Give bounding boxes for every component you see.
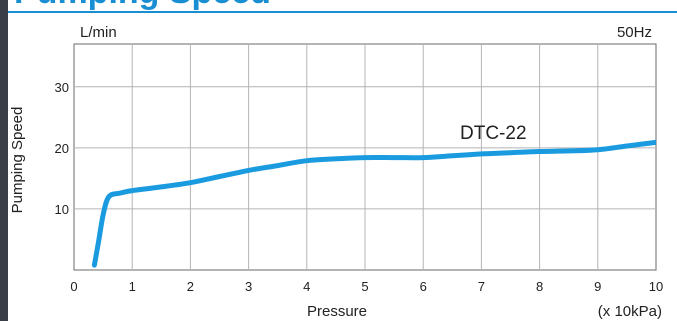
x-tick-label: 5 — [361, 279, 368, 294]
x-axis-label: Pressure — [307, 303, 367, 320]
section-title: Pumping Speed — [14, 0, 271, 9]
x-tick-label: 0 — [70, 279, 77, 294]
y-tick-label: 10 — [55, 202, 69, 217]
x-tick-label: 7 — [478, 279, 485, 294]
section-title-rule — [8, 11, 677, 13]
x-tick-label: 10 — [649, 279, 663, 294]
x-tick-labels: 0 1 2 3 4 5 6 7 8 9 10 — [70, 279, 663, 294]
series-label-dtc-22: DTC-22 — [460, 123, 527, 144]
y-tick-label: 30 — [55, 80, 69, 95]
x-tick-label: 1 — [129, 279, 136, 294]
x-tick-label: 8 — [536, 279, 543, 294]
y-tick-labels: 10 20 30 — [55, 80, 69, 217]
x-tick-label: 4 — [303, 279, 310, 294]
x-tick-label: 2 — [187, 279, 194, 294]
x-tick-label: 9 — [594, 279, 601, 294]
y-tick-label: 20 — [55, 141, 69, 156]
x-tick-label: 3 — [245, 279, 252, 294]
y-unit-label: L/min — [80, 24, 117, 41]
y-axis-label: Pumping Speed — [9, 107, 26, 214]
x-tick-label: 6 — [420, 279, 427, 294]
series-line-dtc-22 — [91, 139, 656, 268]
frequency-label: 50Hz — [617, 24, 652, 41]
left-accent-bar — [0, 0, 8, 321]
x-unit-label: (x 10kPa) — [598, 303, 662, 320]
horizontal-gridlines — [74, 86, 656, 210]
